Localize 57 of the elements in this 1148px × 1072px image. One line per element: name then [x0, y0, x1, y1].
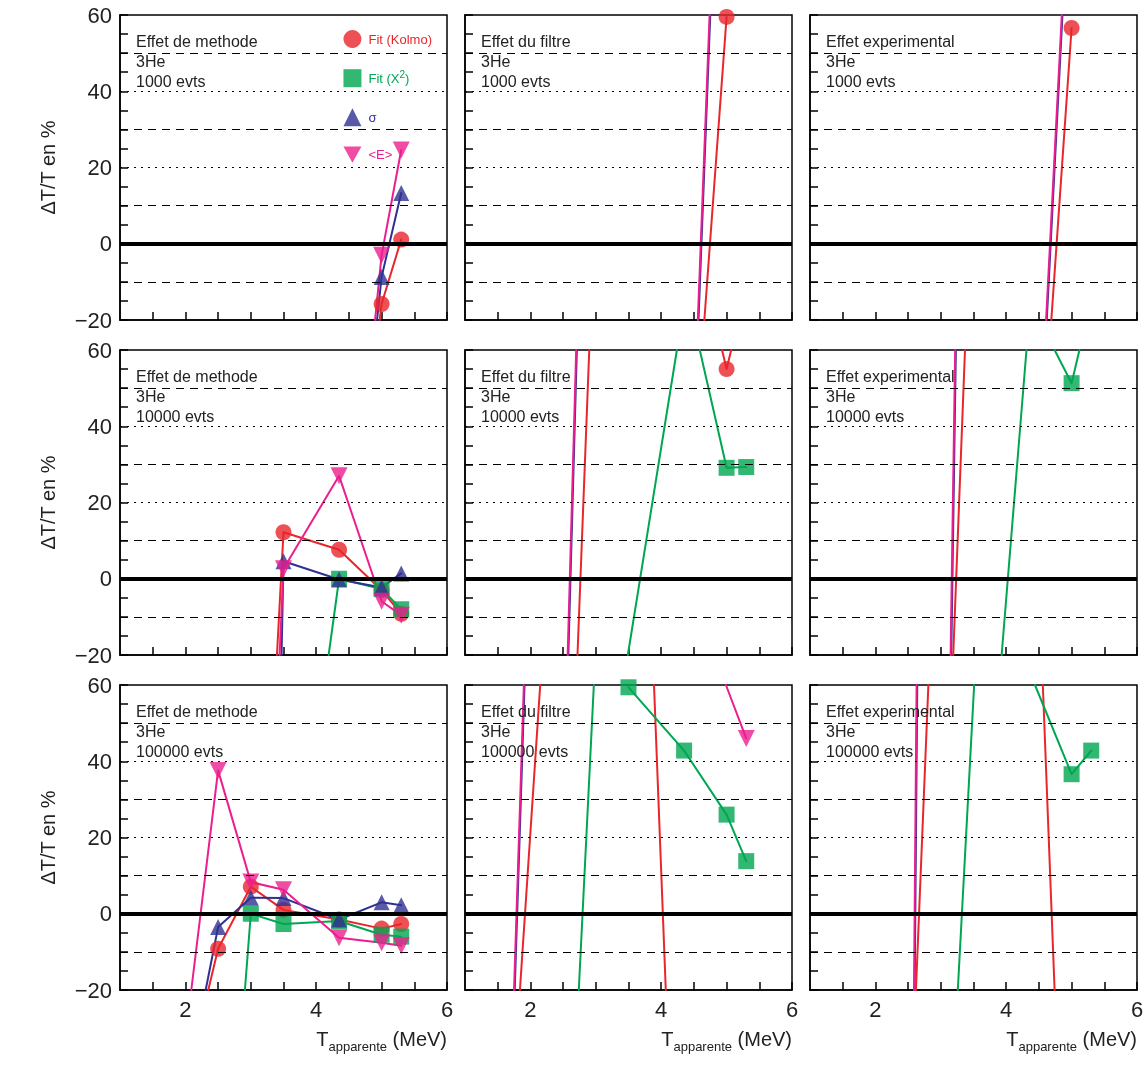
annotation: 3He	[481, 52, 511, 70]
annotation: 100000 evts	[136, 742, 224, 760]
y-tick-label: −20	[74, 307, 112, 333]
y-axis-title: ΔT/T en %	[37, 455, 59, 550]
annotation: 3He	[481, 387, 511, 405]
annotation: Effet de methode	[136, 32, 258, 50]
annotation: Effet du filtre	[481, 32, 571, 50]
y-tick-label: 20	[87, 490, 112, 515]
annotation: 1000 evts	[136, 72, 206, 90]
annotation: 3He	[826, 722, 856, 740]
y-tick-label: 0	[99, 231, 112, 257]
x-tick-label: 2	[524, 996, 537, 1022]
y-tick-label: 0	[99, 566, 112, 592]
annotation: 1000 evts	[481, 72, 551, 90]
y-tick-label: −20	[74, 977, 112, 1003]
y-tick-label: −20	[74, 642, 112, 668]
annotation: Effet du filtre	[481, 367, 571, 385]
annotation: Effet de methode	[136, 367, 258, 385]
annotation: 10000 evts	[826, 407, 905, 425]
legend-label: Fit (Kolmo)	[368, 31, 432, 47]
annotation: 3He	[826, 52, 856, 70]
annotation: 3He	[826, 387, 856, 405]
x-axis-title: T$_{apparente}$ (MeV)	[661, 1028, 792, 1054]
x-tick-label: 4	[655, 996, 668, 1022]
annotation: 3He	[481, 722, 511, 740]
y-tick-label: 20	[87, 155, 112, 180]
x-tick-label: 4	[310, 996, 323, 1022]
annotation: Effet experimental	[826, 32, 955, 50]
y-tick-label: 60	[87, 672, 112, 698]
x-tick-label: 6	[1130, 996, 1144, 1022]
y-tick-label: 40	[87, 748, 112, 774]
x-tick-label: 2	[869, 996, 882, 1022]
annotation: 3He	[136, 387, 166, 405]
y-tick-label: 60	[87, 2, 112, 28]
y-axis-title: ΔT/T en %	[37, 790, 59, 885]
annotation: 1000 evts	[826, 72, 896, 90]
x-tick-label: 4	[1000, 996, 1013, 1022]
x-tick-label: 6	[440, 996, 454, 1022]
y-axis-title: ΔT/T en %	[37, 120, 59, 215]
annotation: 3He	[136, 52, 166, 70]
y-tick-label: 60	[87, 337, 112, 363]
annotation: 3He	[136, 722, 166, 740]
x-tick-label: 6	[785, 996, 799, 1022]
y-tick-label: 0	[99, 901, 112, 927]
annotation: 10000 evts	[481, 407, 560, 425]
annotation: 10000 evts	[136, 407, 215, 425]
y-tick-label: 40	[87, 413, 112, 439]
legend-label: <E>	[368, 147, 393, 163]
x-axis-title: T$_{apparente}$ (MeV)	[316, 1028, 447, 1054]
x-tick-label: 2	[179, 996, 192, 1022]
x-axis-title: T$_{apparente}$ (MeV)	[1006, 1028, 1137, 1054]
annotation: Effet de methode	[136, 702, 258, 720]
annotation: 100000 evts	[826, 742, 914, 760]
y-tick-label: 40	[87, 78, 112, 104]
y-tick-label: 20	[87, 825, 112, 850]
annotation: Effet experimental	[826, 367, 955, 385]
legend-label: σ	[368, 109, 377, 125]
